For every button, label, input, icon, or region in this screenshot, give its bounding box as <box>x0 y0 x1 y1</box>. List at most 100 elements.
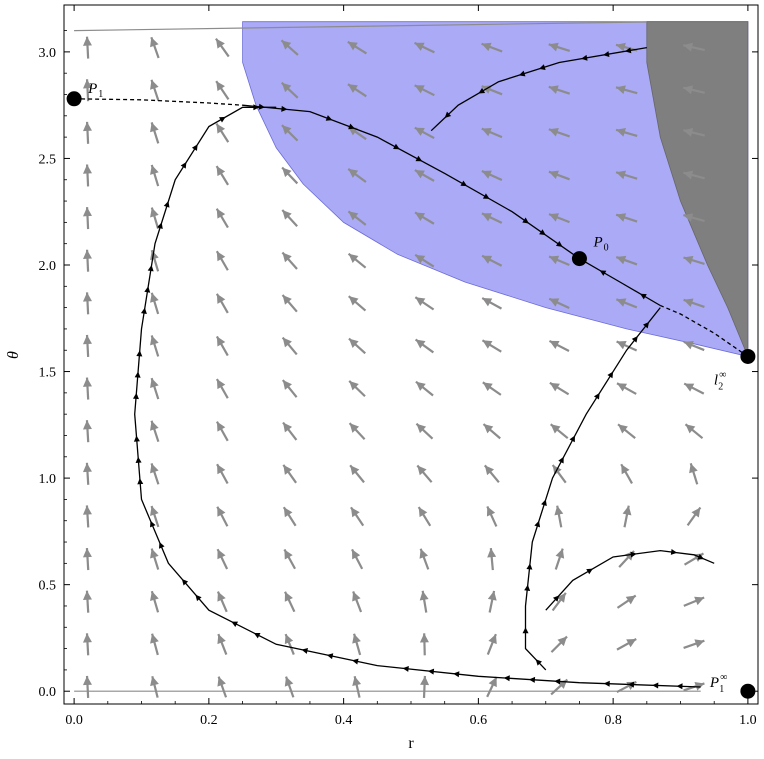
vector-field-arrow <box>683 340 705 352</box>
trajectory-arrowhead <box>281 105 288 112</box>
vector-field-arrow <box>347 40 368 55</box>
trajectory-arrowhead <box>539 64 546 70</box>
trajectory-arrowhead <box>301 647 308 654</box>
vector-field-arrow <box>348 422 366 441</box>
vector-field-arrow <box>616 594 637 609</box>
vector-field-arrow <box>550 635 568 653</box>
trajectory-arrowhead <box>150 520 156 528</box>
vector-field-arrow <box>548 127 570 138</box>
trajectory-arrowhead <box>555 240 563 247</box>
vector-field-arrow <box>414 211 435 225</box>
vector-field-arrow <box>281 379 298 398</box>
vector-field-arrow <box>419 590 429 613</box>
vector-field-arrow <box>347 168 367 183</box>
vector-field-arrow <box>548 42 571 52</box>
trajectory-arrowhead <box>581 54 588 61</box>
vector-field-arrow <box>150 377 160 400</box>
trajectory-arrowhead <box>144 286 151 293</box>
vector-field-arrow <box>481 339 502 353</box>
trajectory-arrowhead <box>599 270 607 276</box>
vector-field-arrow <box>683 213 705 223</box>
vector-field-arrow <box>616 382 637 395</box>
trajectory-curve <box>545 549 715 611</box>
vector-field-arrow <box>150 463 160 485</box>
point-label-l2inf: l∞ 2 <box>714 369 726 392</box>
vector-field-arrow <box>82 548 92 571</box>
trajectory-arrowhead <box>133 435 140 442</box>
trajectory-curve <box>242 104 580 260</box>
vector-field-arrow <box>487 548 497 571</box>
trajectory-arrowhead <box>603 51 610 58</box>
vector-field-arrow <box>683 596 705 607</box>
vector-field-arrow <box>82 334 92 358</box>
trajectory-arrowhead <box>157 222 163 229</box>
y-tick-label: 2.0 <box>39 259 57 274</box>
vector-field-arrow <box>683 639 705 649</box>
trajectory-arrowhead <box>670 548 678 555</box>
trajectory-curve <box>134 106 701 688</box>
vector-field-arrow <box>281 251 298 270</box>
vector-field-arrow <box>150 122 160 144</box>
trajectory-arrowhead <box>676 683 683 690</box>
vector-field-arrow <box>150 164 160 187</box>
axes-layer: 0.0 0.2 0.4 0.6 0.8 1.0 0.0 0.5 1.0 1.5 2.0 2.5 3.0 <box>39 5 758 728</box>
vector-field-arrow <box>150 676 159 698</box>
vector-field-arrow <box>487 590 497 613</box>
trajectory-arrowhead <box>348 123 355 130</box>
trajectory-arrowhead <box>219 116 226 123</box>
vector-field-arrow <box>548 297 570 309</box>
vector-field-arrow <box>280 39 299 56</box>
vector-field-arrow <box>215 250 229 271</box>
vector-field-arrow <box>486 505 498 527</box>
vector-field-arrow <box>150 207 160 229</box>
vector-field-arrow <box>282 506 297 527</box>
trajectory-arrowhead <box>522 217 529 224</box>
vector-field-arrow <box>683 85 705 95</box>
trajectory-arrowhead <box>539 229 546 236</box>
trajectory-arrowhead <box>415 155 423 162</box>
y-tick-label: 2.5 <box>39 152 57 167</box>
vector-field-arrow <box>352 675 362 698</box>
vector-field-arrow <box>216 463 229 485</box>
vector-field-arrow <box>284 676 295 698</box>
vector-field-arrow <box>150 335 160 357</box>
vector-field-arrow <box>548 255 570 267</box>
vector-field-arrow <box>150 420 160 443</box>
trajectory-arrowhead <box>453 671 460 678</box>
trajectory-arrowhead <box>478 87 486 94</box>
trajectory-arrowhead <box>518 70 526 77</box>
trajectory-arrowhead <box>593 392 600 400</box>
x-tick-label: 0.8 <box>604 713 622 728</box>
x-tick-label: 0.2 <box>200 713 218 728</box>
vector-field-arrow <box>482 423 501 440</box>
vector-field-arrow <box>419 548 430 570</box>
trajectory-arrowhead <box>444 111 452 118</box>
trajectory-arrowhead <box>652 682 659 689</box>
vector-field-arrow <box>481 212 503 224</box>
vector-field-arrow <box>217 633 228 655</box>
trajectory-arrowhead <box>137 478 144 485</box>
vector-field-arrow <box>150 36 160 59</box>
trajectory-curve <box>524 307 661 671</box>
y-tick-label: 3.0 <box>39 46 57 61</box>
vector-field-arrow <box>150 548 160 570</box>
trajectory-arrowhead <box>631 336 638 343</box>
trajectory-curve <box>74 98 243 106</box>
vector-field-arrow <box>215 293 229 314</box>
vector-field-arrow <box>414 126 435 140</box>
y-axis-title: θ <box>5 351 22 359</box>
vector-field-arrow <box>617 423 636 439</box>
trajectory-arrowhead <box>180 161 187 169</box>
vector-field-arrow <box>683 298 705 308</box>
vector-field-arrow <box>281 166 299 185</box>
point-label-P1inf: P∞ 1 <box>709 672 727 695</box>
vector-field-arrow <box>554 548 565 570</box>
trajectory-arrowhead <box>195 594 202 602</box>
trajectory-arrowhead <box>427 668 435 675</box>
vector-field-arrow <box>616 638 637 651</box>
critical-point-P1inf <box>740 683 756 699</box>
shaded-region-1 <box>242 21 749 358</box>
vector-field-arrow <box>215 38 230 58</box>
vector-field-arrow <box>82 164 92 187</box>
